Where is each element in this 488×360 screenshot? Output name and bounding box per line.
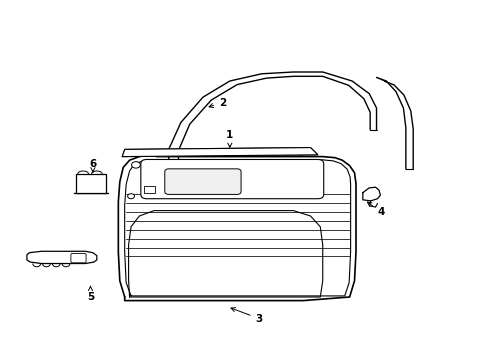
Circle shape <box>127 194 134 199</box>
Text: 2: 2 <box>209 98 225 108</box>
Bar <box>76 174 106 193</box>
Text: 6: 6 <box>89 159 96 172</box>
FancyBboxPatch shape <box>164 169 241 194</box>
FancyBboxPatch shape <box>141 159 323 199</box>
Text: 3: 3 <box>230 307 262 324</box>
Circle shape <box>131 162 140 168</box>
Text: 1: 1 <box>226 130 233 147</box>
Bar <box>144 186 155 193</box>
Polygon shape <box>27 251 97 264</box>
Polygon shape <box>122 148 317 157</box>
FancyBboxPatch shape <box>71 253 86 263</box>
Text: 5: 5 <box>87 286 94 302</box>
Text: 4: 4 <box>366 202 385 217</box>
